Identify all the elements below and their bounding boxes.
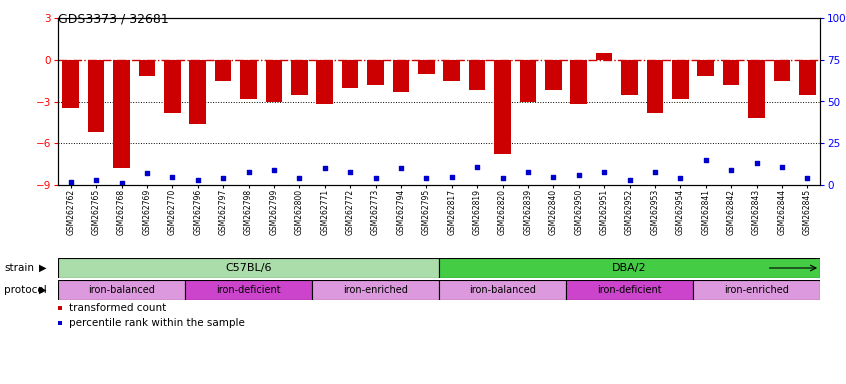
Bar: [570, 60, 587, 104]
Point: [445, 174, 459, 180]
Text: GDS3373 / 32681: GDS3373 / 32681: [58, 12, 168, 25]
Bar: [88, 60, 104, 132]
Point: [750, 160, 763, 166]
Text: percentile rank within the sample: percentile rank within the sample: [69, 318, 244, 328]
Bar: [215, 60, 231, 81]
Bar: [291, 60, 308, 94]
Point: [394, 165, 408, 171]
Bar: [439, 258, 820, 278]
Point: [293, 175, 306, 181]
Bar: [113, 60, 129, 168]
Point: [470, 164, 484, 170]
Bar: [63, 60, 79, 108]
Point: [343, 169, 357, 175]
Point: [267, 167, 281, 173]
Point: [191, 177, 205, 183]
Bar: [697, 60, 714, 76]
Text: transformed count: transformed count: [69, 303, 166, 313]
Point: [496, 175, 509, 181]
Point: [90, 177, 103, 183]
Text: iron-balanced: iron-balanced: [88, 285, 155, 295]
Point: [648, 169, 662, 175]
Bar: [621, 60, 638, 94]
Text: ▶: ▶: [40, 285, 47, 295]
Point: [521, 169, 535, 175]
Text: C57BL/6: C57BL/6: [225, 263, 272, 273]
Bar: [566, 280, 693, 300]
Point: [318, 165, 332, 171]
Bar: [799, 60, 816, 94]
Text: iron-enriched: iron-enriched: [724, 285, 789, 295]
Text: DBA/2: DBA/2: [613, 263, 647, 273]
Point: [140, 170, 154, 176]
Point: [623, 177, 636, 183]
Text: iron-balanced: iron-balanced: [469, 285, 536, 295]
Bar: [312, 280, 439, 300]
Point: [547, 174, 560, 180]
Point: [115, 180, 129, 186]
Bar: [139, 60, 155, 76]
Bar: [393, 60, 409, 92]
Bar: [439, 280, 566, 300]
Point: [673, 175, 687, 181]
Text: protocol: protocol: [4, 285, 47, 295]
Point: [597, 169, 611, 175]
Bar: [58, 280, 185, 300]
Bar: [773, 60, 790, 81]
Bar: [519, 60, 536, 101]
Bar: [266, 60, 283, 101]
Point: [724, 167, 738, 173]
Bar: [693, 280, 820, 300]
Point: [800, 175, 814, 181]
Bar: [722, 60, 739, 85]
Text: strain: strain: [4, 263, 34, 273]
Bar: [58, 258, 439, 278]
Bar: [545, 60, 562, 90]
Point: [369, 175, 382, 181]
Point: [166, 174, 179, 180]
Point: [572, 172, 585, 178]
Text: iron-deficient: iron-deficient: [217, 285, 281, 295]
Point: [420, 175, 433, 181]
Bar: [418, 60, 435, 74]
Bar: [240, 60, 256, 99]
Text: iron-deficient: iron-deficient: [597, 285, 662, 295]
Bar: [316, 60, 333, 104]
Point: [64, 179, 78, 185]
Text: iron-enriched: iron-enriched: [343, 285, 408, 295]
Bar: [748, 60, 765, 118]
Bar: [164, 60, 180, 113]
Bar: [646, 60, 663, 113]
Point: [242, 169, 255, 175]
Bar: [596, 53, 613, 60]
Bar: [190, 60, 206, 124]
Point: [217, 175, 230, 181]
Point: [699, 157, 712, 163]
Bar: [469, 60, 486, 90]
Bar: [342, 60, 359, 88]
Point: [775, 164, 788, 170]
Bar: [672, 60, 689, 99]
Bar: [185, 280, 312, 300]
Bar: [367, 60, 384, 85]
Text: ▶: ▶: [40, 263, 47, 273]
Bar: [443, 60, 460, 81]
Bar: [494, 60, 511, 154]
